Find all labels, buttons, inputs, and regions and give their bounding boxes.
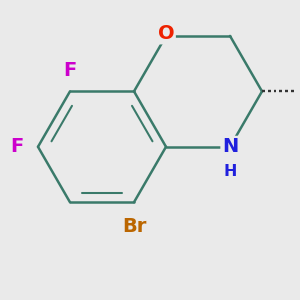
Text: F: F [63, 61, 76, 80]
Text: H: H [223, 164, 237, 178]
Text: Br: Br [122, 217, 146, 236]
Text: N: N [222, 137, 238, 156]
Text: O: O [158, 24, 174, 43]
Text: F: F [10, 137, 23, 156]
